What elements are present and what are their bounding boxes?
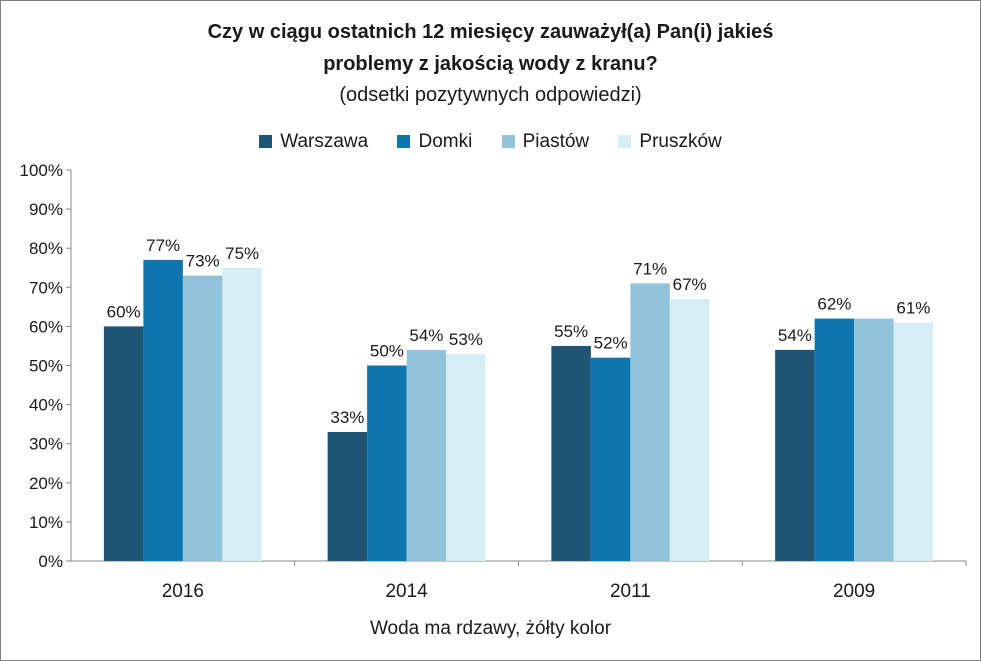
data-label: 75% bbox=[225, 244, 259, 263]
y-tick-label: 90% bbox=[29, 200, 63, 219]
legend-item-pruszkow: Pruszków bbox=[618, 131, 722, 153]
y-tick-label: 100% bbox=[20, 161, 63, 180]
data-label: 61% bbox=[896, 298, 930, 317]
data-label: 54% bbox=[778, 326, 812, 345]
data-label: 52% bbox=[594, 334, 628, 353]
bar-pruszków-2014 bbox=[446, 353, 486, 561]
legend-swatch-warszawa bbox=[259, 135, 273, 148]
bar-pruszków-2009 bbox=[893, 322, 934, 561]
bar-warszawa-2016 bbox=[103, 326, 144, 561]
y-tick-label: 10% bbox=[29, 513, 63, 532]
chart-subtitle: (odsetki pozytywnych odpowiedzi) bbox=[339, 84, 642, 106]
data-label: 60% bbox=[107, 302, 141, 321]
data-label: 73% bbox=[186, 252, 220, 271]
y-tick-label: 40% bbox=[29, 396, 63, 415]
x-tick-label: 2014 bbox=[385, 581, 428, 602]
bar-domki-2016 bbox=[143, 259, 183, 561]
data-label: 67% bbox=[673, 275, 707, 294]
legend-label-domki: Domki bbox=[418, 131, 473, 152]
data-label: 33% bbox=[330, 408, 364, 427]
bar-piastów-2016 bbox=[182, 275, 223, 561]
bar-piastów-2014 bbox=[406, 349, 447, 561]
x-axis-title: Woda ma rdzawy, żółty kolor bbox=[369, 618, 612, 639]
bar-domki-2014 bbox=[367, 365, 407, 561]
bar-piastów-2011 bbox=[630, 283, 670, 561]
bar-warszawa-2011 bbox=[551, 345, 591, 561]
chart-title-line-2: problemy z jakością wody z kranu? bbox=[323, 53, 658, 75]
y-tick-label: 80% bbox=[29, 239, 63, 258]
legend-item-piastow: Piastów bbox=[501, 131, 590, 153]
chart-title: Czy w ciągu ostatnich 12 miesięcy zauważ… bbox=[207, 21, 774, 43]
data-label: 53% bbox=[449, 330, 483, 349]
data-label: 50% bbox=[370, 342, 404, 361]
bar-domki-2009 bbox=[814, 318, 855, 561]
data-label: 71% bbox=[633, 259, 667, 278]
x-tick-label: 2011 bbox=[610, 581, 651, 602]
data-label: 62% bbox=[817, 295, 851, 314]
chart-legend: Warszawa Domki Piastów Pruszków bbox=[0, 131, 981, 153]
bar-warszawa-2009 bbox=[775, 349, 815, 561]
y-tick-label: 70% bbox=[29, 278, 63, 297]
data-label: 77% bbox=[146, 236, 180, 255]
bar-domki-2011 bbox=[590, 357, 631, 561]
x-tick-label: 2016 bbox=[162, 581, 204, 602]
legend-swatch-pruszkow bbox=[618, 135, 632, 148]
y-tick-label: 20% bbox=[29, 474, 63, 493]
data-label: 54% bbox=[409, 326, 443, 345]
legend-label-piastow: Piastów bbox=[522, 131, 590, 152]
legend-label-pruszkow: Pruszków bbox=[639, 131, 722, 152]
legend-swatch-piastow bbox=[501, 135, 515, 148]
legend-item-warszawa: Warszawa bbox=[259, 131, 368, 153]
y-tick-label: 0% bbox=[38, 552, 63, 571]
bar-pruszków-2016 bbox=[222, 267, 262, 561]
bar-pruszków-2011 bbox=[669, 299, 710, 561]
y-tick-label: 60% bbox=[29, 317, 63, 336]
legend-item-domki: Domki bbox=[397, 131, 472, 153]
x-tick-label: 2009 bbox=[833, 581, 875, 602]
bar-piastów-2009 bbox=[854, 318, 894, 561]
legend-swatch-domki bbox=[397, 135, 411, 148]
bar-warszawa-2014 bbox=[327, 431, 368, 561]
legend-label-warszawa: Warszawa bbox=[280, 131, 369, 152]
y-tick-label: 50% bbox=[29, 357, 63, 376]
data-label: 55% bbox=[554, 322, 588, 341]
y-tick-label: 30% bbox=[29, 435, 63, 454]
